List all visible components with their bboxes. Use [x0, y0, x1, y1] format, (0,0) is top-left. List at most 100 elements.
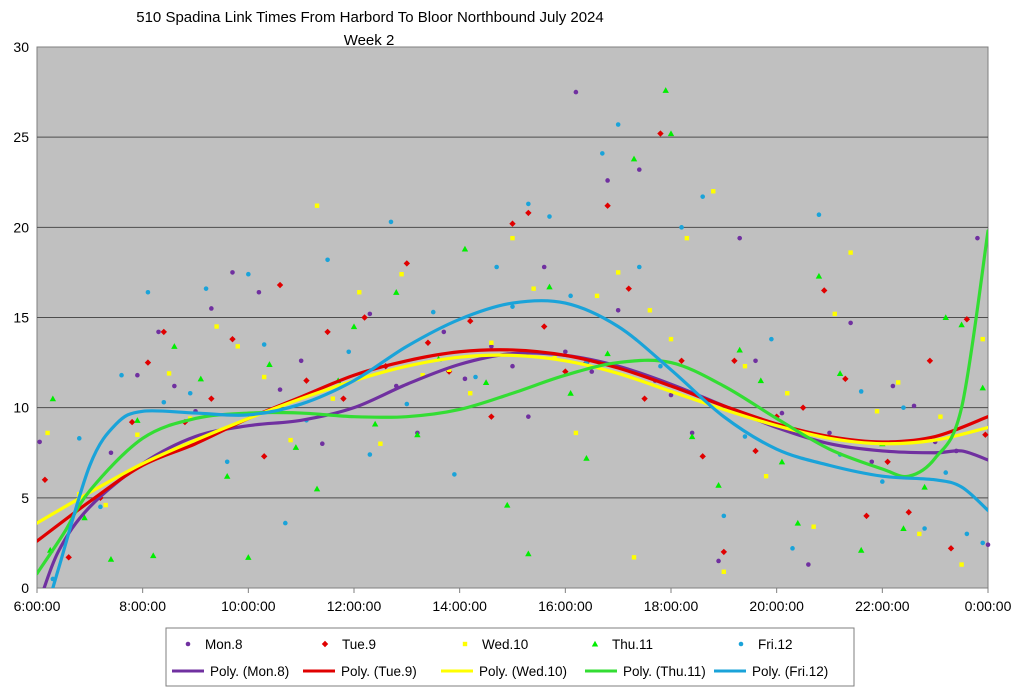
data-point	[119, 372, 124, 378]
data-point	[468, 391, 473, 396]
data-point	[488, 413, 495, 420]
data-point	[799, 404, 807, 411]
data-point	[630, 155, 638, 162]
y-tick-label: 0	[21, 580, 29, 596]
data-point	[504, 501, 511, 508]
data-point	[288, 437, 293, 443]
data-point	[235, 344, 240, 349]
data-point	[963, 316, 971, 323]
data-point	[525, 209, 532, 217]
data-point	[827, 430, 832, 436]
data-point	[388, 219, 394, 225]
data-point	[128, 418, 136, 426]
data-point	[753, 358, 758, 364]
data-point	[98, 504, 103, 510]
data-point	[721, 513, 727, 519]
data-point	[721, 569, 727, 574]
data-point	[246, 271, 251, 277]
data-point	[135, 372, 140, 378]
data-point	[731, 357, 738, 364]
data-point	[715, 482, 722, 488]
data-point	[367, 311, 373, 317]
data-point	[378, 441, 383, 446]
data-point	[45, 430, 50, 436]
data-point	[403, 260, 411, 267]
data-point	[858, 546, 865, 553]
x-tick-label: 18:00:00	[644, 598, 699, 614]
data-point	[65, 554, 72, 561]
data-point	[37, 439, 42, 445]
series-tue-9	[41, 130, 989, 561]
data-point	[266, 361, 273, 367]
data-point	[160, 328, 167, 336]
data-point	[684, 235, 690, 241]
data-point	[224, 459, 230, 465]
data-point	[260, 453, 268, 460]
data-point	[108, 450, 114, 456]
legend-label: Poly. (Wed.10)	[479, 664, 567, 679]
data-point	[298, 358, 304, 364]
x-tick-label: 22:00:00	[855, 598, 910, 614]
trendline-poly-fri-12	[51, 298, 988, 588]
data-point	[562, 368, 569, 375]
data-point	[821, 287, 828, 294]
data-point	[647, 308, 653, 313]
data-point	[637, 264, 642, 270]
data-point	[526, 201, 531, 207]
data-point	[884, 458, 891, 465]
data-point	[720, 548, 728, 556]
data-point	[371, 420, 379, 427]
data-point	[699, 453, 706, 460]
data-point	[583, 454, 590, 461]
data-point	[107, 555, 115, 562]
series-fri-12	[50, 122, 986, 582]
data-point	[742, 434, 748, 439]
data-point	[700, 194, 705, 199]
data-point	[541, 264, 547, 270]
data-point	[145, 289, 151, 295]
data-point	[942, 314, 949, 321]
data-point	[975, 235, 980, 241]
data-point	[980, 540, 986, 546]
data-point	[134, 417, 141, 423]
legend-label: Poly. (Thu.11)	[623, 664, 706, 679]
data-point	[494, 264, 499, 270]
data-point	[668, 392, 674, 398]
y-axis: 0 5 10 15 20 25 30	[13, 39, 29, 596]
data-point	[563, 349, 568, 355]
data-point	[959, 562, 964, 567]
x-tick-label: 6:00:00	[14, 598, 61, 614]
data-point	[982, 431, 989, 438]
legend-marker	[462, 641, 468, 647]
data-point	[197, 375, 204, 382]
data-point	[794, 519, 801, 526]
trendline-poly-thu-11	[37, 229, 988, 576]
y-tick-label: 5	[21, 490, 29, 506]
data-point	[958, 321, 965, 328]
data-point	[473, 374, 478, 380]
data-point	[346, 349, 352, 355]
data-point	[303, 377, 310, 384]
y-tick-label: 25	[13, 129, 29, 145]
data-point	[625, 285, 632, 292]
data-point	[901, 405, 906, 410]
x-tick-label: 16:00:00	[538, 598, 593, 614]
data-point	[816, 212, 822, 218]
data-point	[229, 335, 236, 343]
legend-label: Tue.9	[342, 637, 376, 652]
data-point	[320, 441, 325, 447]
legend-marker	[321, 640, 329, 648]
data-point	[662, 87, 669, 93]
legend-label: Poly. (Mon.8)	[210, 664, 289, 679]
data-point	[863, 512, 870, 520]
data-point	[510, 304, 515, 309]
data-point	[600, 151, 605, 156]
data-point	[742, 363, 748, 369]
data-point	[361, 314, 368, 321]
legend-label: Wed.10	[482, 637, 528, 652]
data-point	[203, 286, 209, 291]
trendlines	[37, 229, 988, 588]
data-point	[313, 485, 321, 492]
data-point	[172, 383, 177, 389]
chart-title: 510 Spadina Link Times From Harbord To B…	[136, 9, 603, 26]
